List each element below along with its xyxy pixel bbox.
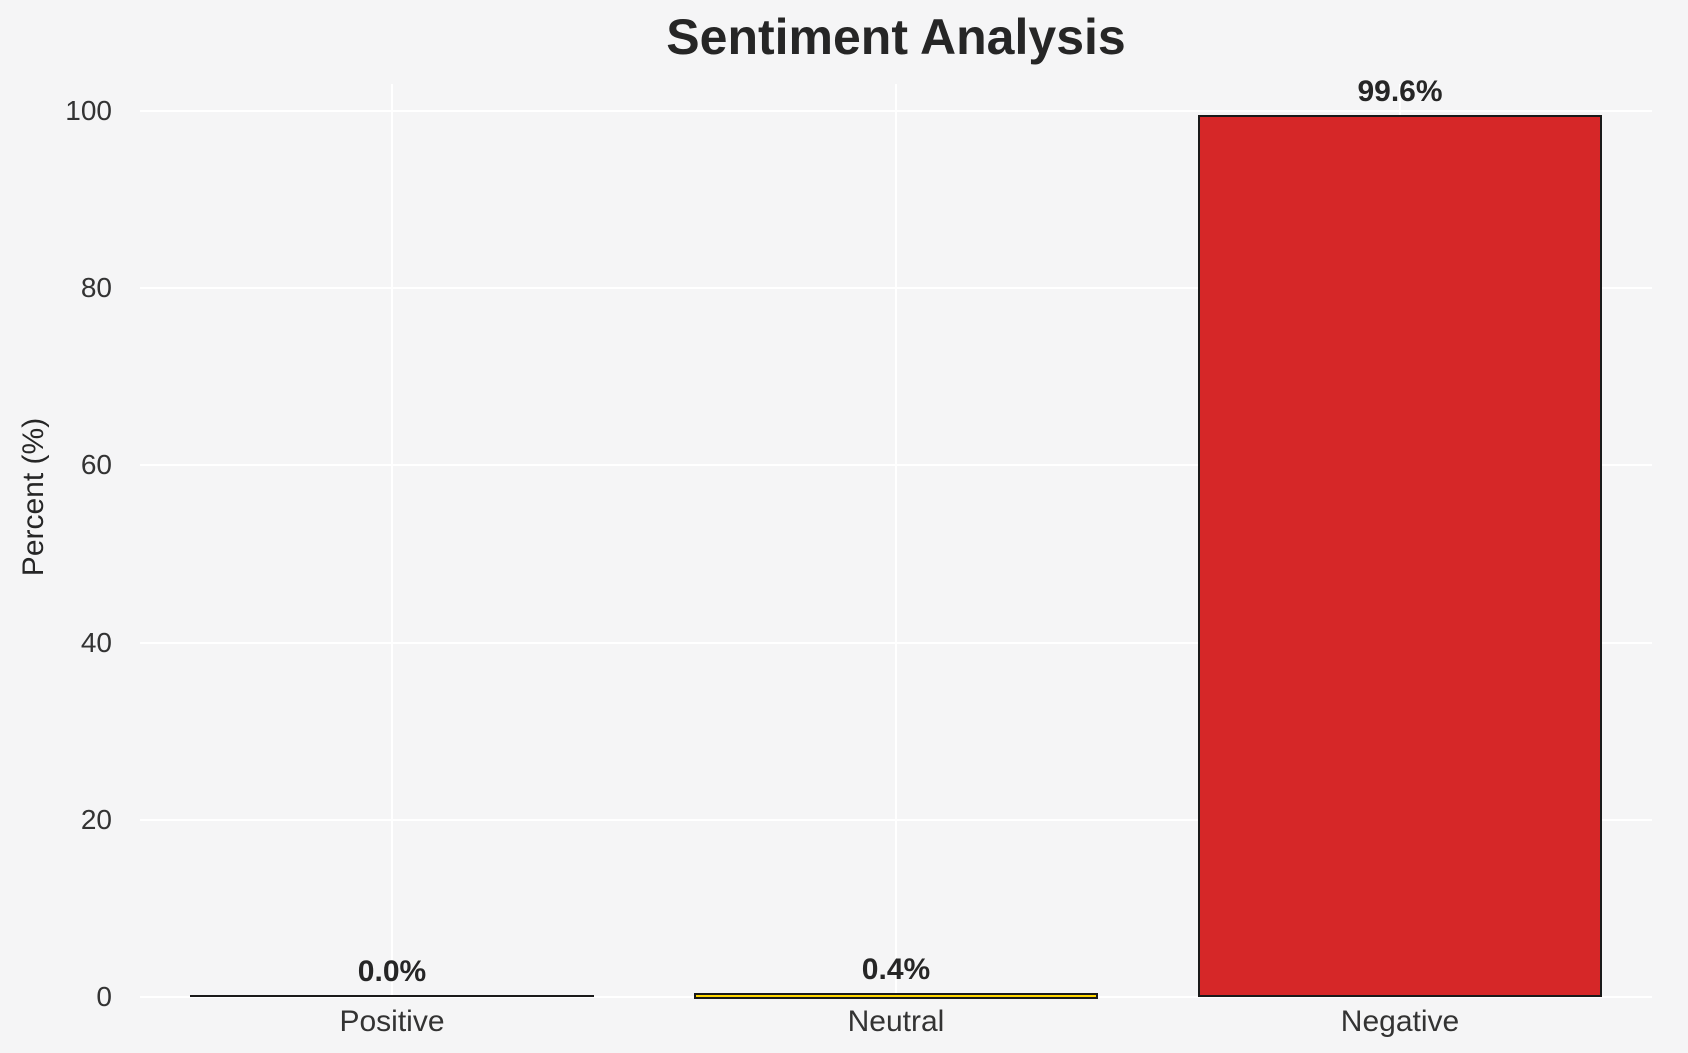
- bar-neutral: [694, 993, 1098, 1000]
- plot-area: 0.0% 0.4% 99.6%: [140, 75, 1652, 1000]
- chart-title: Sentiment Analysis: [666, 9, 1126, 65]
- bar-positive: [190, 994, 594, 997]
- x-tick-label-positive: Positive: [339, 1005, 445, 1038]
- y-tick-label: 0: [96, 981, 112, 1012]
- y-tick-label: 40: [80, 626, 112, 658]
- y-tick-label: 80: [80, 272, 112, 304]
- y-tick-label: 20: [80, 803, 112, 835]
- x-tick-label-negative: Negative: [1340, 1005, 1460, 1038]
- y-tick-label: 100: [65, 95, 112, 126]
- gridline-vertical: [391, 84, 393, 997]
- x-tick-label-neutral: Neutral: [847, 1005, 945, 1038]
- y-axis-label: Percent (%): [17, 417, 50, 577]
- value-label-neutral: 0.4%: [861, 953, 931, 987]
- value-label-positive: 0.0%: [357, 954, 427, 988]
- value-label-negative: 99.6%: [1357, 74, 1443, 108]
- y-tick-label: 60: [80, 449, 112, 481]
- gridline-vertical: [895, 84, 897, 997]
- bar-negative: [1198, 114, 1602, 997]
